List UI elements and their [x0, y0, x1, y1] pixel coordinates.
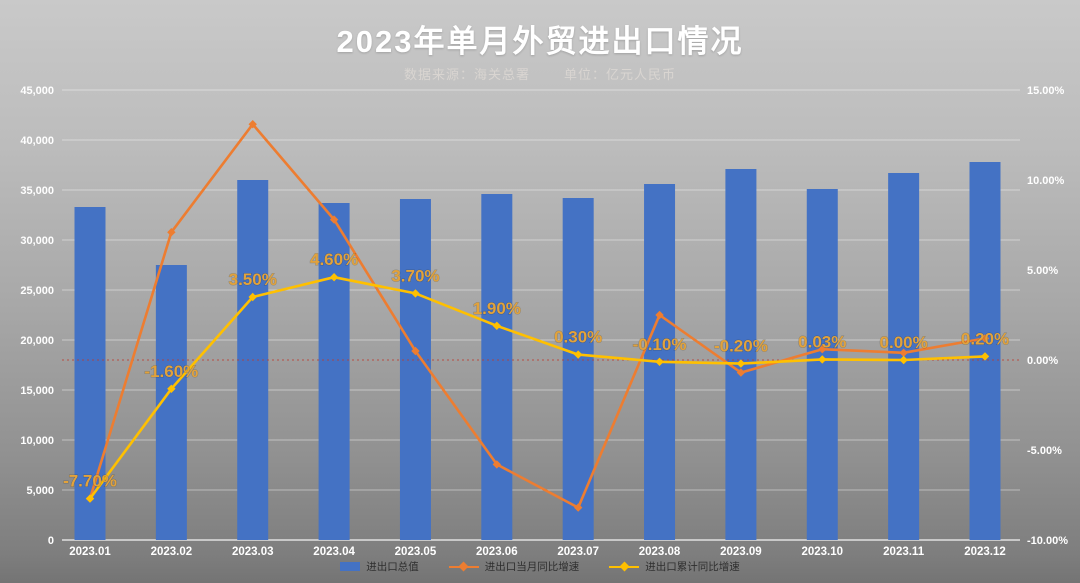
chart-legend: 进出口总值 进出口当月同比增速 进出口累计同比增速: [0, 559, 1080, 574]
legend-line-swatch: [448, 561, 479, 572]
data-source-label: 数据来源：海关总署: [403, 67, 530, 82]
left-axis-tick: 20,000: [20, 335, 54, 347]
x-axis-label-2023.12: 2023.12: [964, 546, 1006, 558]
legend-item-1: 进出口总值: [340, 559, 419, 574]
left-axis-tick: 45,000: [20, 85, 54, 97]
marker-2023.10: [818, 355, 827, 364]
left-axis-tick: 5,000: [26, 485, 54, 497]
bar-2023.09: [725, 169, 757, 540]
marker-2023.02: [167, 384, 176, 393]
data-label-2023.06: 1.90%: [473, 299, 521, 318]
left-axis-tick: 15,000: [20, 385, 54, 397]
x-axis-label-2023.02: 2023.02: [151, 546, 193, 558]
legend-label: 进出口累计同比增速: [645, 561, 740, 573]
data-label-2023.02: -1.60%: [144, 362, 198, 381]
legend-bar-swatch: [340, 562, 361, 571]
right-axis-tick: 0.00%: [1027, 355, 1058, 367]
x-axis-label-2023.10: 2023.10: [801, 546, 843, 558]
right-axis-tick: 5.00%: [1027, 265, 1058, 277]
x-axis-label-2023.03: 2023.03: [232, 546, 274, 558]
unit-label: 单位：亿元人民币: [564, 67, 677, 82]
marker-2023.06: [492, 321, 502, 330]
marker-2023.11: [899, 355, 908, 365]
marker-2023.04: [329, 215, 339, 224]
marker-2023.09: [736, 359, 746, 368]
chart-title: 2023年单月外贸进出口情况: [336, 24, 744, 59]
line-series-2: [88, 275, 986, 500]
x-axis-label-2023.04: 2023.04: [313, 546, 355, 558]
legend-item-2: 进出口当月同比增速: [448, 559, 580, 574]
marker-2023.05: [411, 289, 420, 298]
left-axis-tick: 0: [48, 535, 54, 547]
left-axis-tick: 30,000: [20, 235, 54, 247]
marker-2023.08: [655, 357, 664, 366]
bar-2023.05: [399, 199, 431, 540]
legend-diamond-marker: [458, 561, 469, 572]
x-axis-label-2023.11: 2023.11: [883, 546, 925, 558]
marker-2023.01: [85, 494, 95, 503]
data-label-2023.11: 0.00%: [880, 333, 928, 352]
bar-2023.06: [481, 194, 513, 540]
marker-2023.07: [573, 350, 583, 359]
x-axis-label-2023.08: 2023.08: [639, 546, 681, 558]
marker-2023.11: [899, 348, 908, 357]
data-label-2023.03: 3.50%: [229, 270, 277, 289]
right-axis-tick: 15.00%: [1027, 85, 1065, 97]
x-axis-label-2023.01: 2023.01: [69, 546, 111, 558]
left-axis-tick: 25,000: [20, 285, 54, 297]
x-axis-label-2023.09: 2023.09: [720, 546, 762, 558]
marker-2023.07: [573, 503, 583, 512]
x-axis-label-2023.05: 2023.05: [395, 546, 437, 558]
marker-2023.08: [655, 310, 664, 320]
bar-2023.04: [318, 203, 350, 540]
x-axis-label-2023.07: 2023.07: [557, 546, 599, 558]
data-label-2023.08: -0.10%: [633, 335, 687, 354]
right-axis-tick: 10.00%: [1027, 175, 1065, 187]
bar-2023.07: [562, 198, 594, 540]
marker-2023.02: [167, 228, 176, 237]
x-axis-label-2023.06: 2023.06: [476, 546, 518, 558]
bar-2023.10: [806, 189, 838, 540]
marker-2023.12: [980, 352, 990, 361]
data-label-2023.09: -0.20%: [714, 337, 768, 356]
data-label-2023.12: 0.20%: [961, 329, 1009, 348]
marker-2023.12: [980, 334, 990, 343]
marker-2023.03: [248, 292, 257, 302]
marker-2023.05: [411, 346, 420, 356]
marker-2023.09: [736, 368, 746, 377]
legend-item-3: 进出口累计同比增速: [609, 559, 740, 574]
data-label-2023.04: 4.60%: [310, 250, 358, 269]
bar-2023.12: [969, 162, 1001, 540]
right-axis-tick: -5.00%: [1027, 445, 1062, 457]
line-series-1: [88, 122, 986, 509]
legend-label: 进出口总值: [366, 561, 419, 573]
marker-2023.10: [818, 345, 827, 354]
legend-line-swatch: [609, 561, 640, 572]
marker-2023.03: [248, 120, 257, 129]
left-axis-tick: 40,000: [20, 135, 54, 147]
chart-subtitle: 数据来源：海关总署 单位：亿元人民币: [0, 64, 1080, 83]
marker-2023.06: [492, 460, 502, 469]
data-label-2023.01: -7.70%: [63, 472, 117, 491]
data-label-2023.07: 0.30%: [554, 328, 602, 347]
marker-2023.04: [329, 273, 339, 282]
left-axis-tick: 35,000: [20, 185, 54, 197]
legend-diamond-marker: [619, 561, 630, 572]
data-label-2023.05: 3.70%: [391, 266, 439, 285]
right-axis-tick: -10.00%: [1027, 535, 1068, 547]
legend-label: 进出口当月同比增速: [484, 561, 580, 573]
left-axis-tick: 10,000: [20, 435, 54, 447]
data-label-2023.10: 0.03%: [798, 332, 846, 351]
